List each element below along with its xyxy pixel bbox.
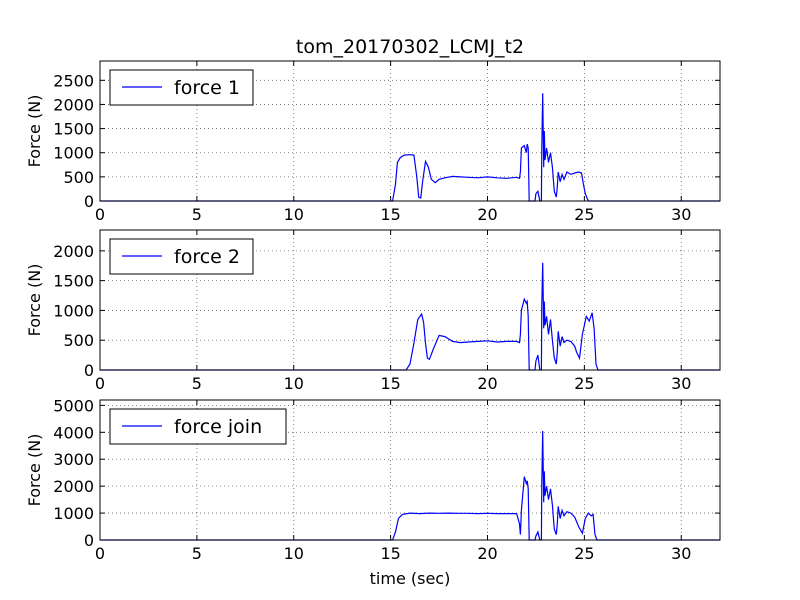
y-tick-label: 0	[84, 531, 94, 550]
y-tick-label: 1000	[53, 144, 94, 163]
y-tick-label: 500	[63, 331, 94, 350]
y-tick-label: 1500	[53, 272, 94, 291]
y-tick-label: 1500	[53, 120, 94, 139]
y-tick-label: 2000	[53, 477, 94, 496]
y-tick-label: 2000	[53, 242, 94, 261]
y-tick-label: 2500	[53, 71, 94, 90]
y-tick-label: 1000	[53, 301, 94, 320]
legend-label: force 2	[174, 246, 240, 268]
axes-frame	[99, 399, 721, 541]
x-tick-label: 20	[477, 374, 497, 393]
legend-label: force join	[174, 416, 262, 438]
panel-3: 0 5 10 15 20 25 30 0 1000 2000 3000 4000 5000 Force (…	[25, 396, 721, 563]
x-tick-label: 0	[95, 544, 105, 563]
x-tick-label: 20	[477, 205, 497, 224]
y-tick-label: 5000	[53, 396, 94, 415]
y-tick-label: 1000	[53, 504, 94, 523]
y-tick-label: 4000	[53, 423, 94, 442]
legend: force join	[109, 408, 287, 445]
chart-title: tom_20170302_LCMJ_t2	[296, 36, 524, 58]
axes-frame	[99, 60, 721, 202]
panel-2: 0 5 10 15 20 25 30 0 500 1000 1500 2000 Force (N) for…	[25, 229, 721, 393]
x-tick-label: 0	[95, 374, 105, 393]
x-tick-label: 5	[192, 374, 202, 393]
y-tick-label: 3000	[53, 450, 94, 469]
x-tick-label: 0	[95, 205, 105, 224]
y-tick-label: 500	[63, 168, 94, 187]
x-tick-label: 30	[671, 374, 691, 393]
x-axis-label: time (sec)	[370, 569, 451, 588]
x-tick-label: 5	[192, 205, 202, 224]
x-tick-label: 15	[380, 374, 400, 393]
x-tick-label: 5	[192, 544, 202, 563]
x-tick-label: 15	[380, 544, 400, 563]
y-tick-label: 2000	[53, 95, 94, 114]
x-tick-label: 10	[284, 544, 304, 563]
x-tick-label: 15	[380, 205, 400, 224]
x-tick-label: 25	[574, 544, 594, 563]
x-tick-label: 30	[671, 544, 691, 563]
legend: force 2	[109, 238, 254, 275]
y-axis-label: Force (N)	[25, 95, 44, 168]
series-line-force-2	[100, 262, 720, 371]
axes-frame	[99, 229, 721, 371]
y-tick-label: 0	[84, 192, 94, 211]
x-tick-label: 25	[574, 205, 594, 224]
x-tick-label: 10	[284, 205, 304, 224]
legend: force 1	[109, 69, 254, 106]
x-tick-label: 10	[284, 374, 304, 393]
x-tick-label: 25	[574, 374, 594, 393]
legend-label: force 1	[174, 77, 240, 99]
x-tick-label: 30	[671, 205, 691, 224]
series-line-force-1	[100, 93, 720, 202]
y-tick-label: 0	[84, 361, 94, 380]
y-axis-label: Force (N)	[25, 434, 44, 507]
y-axis-label: Force (N)	[25, 264, 44, 337]
x-tick-label: 20	[477, 544, 497, 563]
